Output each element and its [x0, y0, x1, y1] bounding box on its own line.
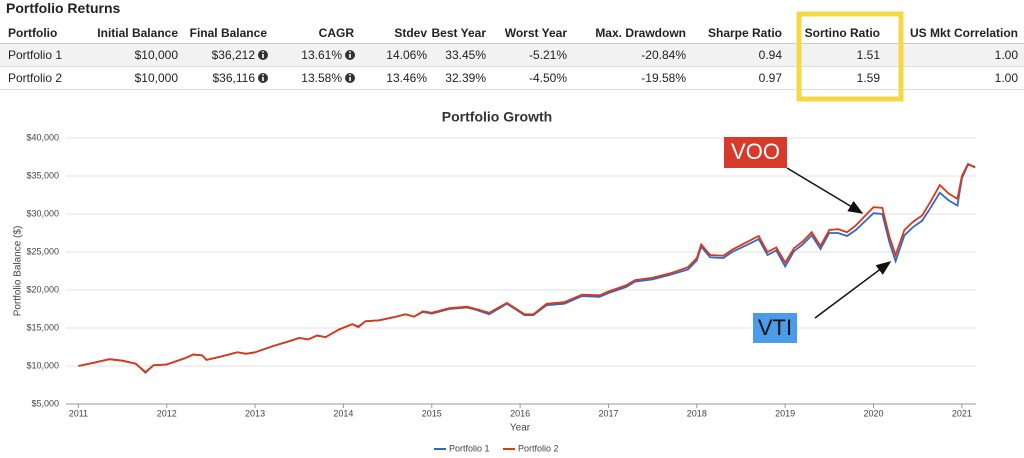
column-header: Stdev: [394, 26, 427, 40]
x-tick-label: 2021: [952, 408, 972, 418]
y-tick-label: $25,000: [26, 246, 59, 256]
table-cell: -20.84%: [641, 48, 686, 62]
column-header: Worst Year: [504, 26, 567, 40]
chart-title: Portfolio Growth: [442, 109, 552, 125]
table-cell: 14.06%: [386, 48, 427, 62]
y-tick-label: $40,000: [26, 132, 59, 142]
info-icon-dot: [349, 51, 351, 53]
column-header: Final Balance: [189, 26, 267, 40]
x-tick-label: 2020: [863, 408, 883, 418]
legend-label: Portfolio 2: [518, 443, 559, 453]
annotation-label: VTI: [758, 315, 792, 340]
y-tick-label: $35,000: [26, 170, 59, 180]
info-icon-dot: [262, 74, 264, 76]
x-tick-label: 2015: [422, 408, 442, 418]
info-icon-bar: [262, 77, 264, 81]
row-rule: [0, 66, 1024, 67]
table-cell: $36,212: [211, 48, 255, 62]
table-cell: 13.46%: [386, 71, 427, 85]
annotation-arrow: [786, 167, 864, 214]
series-line: [78, 163, 976, 375]
annotation-box: [753, 313, 797, 343]
x-tick-label: 2012: [157, 408, 177, 418]
column-header: Portfolio: [8, 26, 58, 40]
highlight-box: [796, 11, 904, 102]
column-header: Sortino Ratio: [804, 26, 880, 40]
row-stripe: [0, 44, 1024, 66]
table-cell: 1.00: [994, 48, 1018, 62]
table-cell: Portfolio 2: [8, 71, 63, 85]
table-cell: 13.58%: [301, 71, 342, 85]
table-cell: $36,116: [212, 71, 256, 85]
table-cell: 1.00: [994, 71, 1018, 85]
annotation-label: VOO: [731, 139, 780, 164]
y-tick-label: $5,000: [31, 398, 59, 408]
table-cell: 13.61%: [301, 48, 342, 62]
series-line: [78, 162, 976, 374]
column-header: Sharpe Ratio: [707, 26, 782, 40]
y-tick-label: $30,000: [26, 208, 59, 218]
x-tick-label: 2013: [245, 408, 265, 418]
legend-label: Portfolio 1: [449, 443, 490, 453]
y-tick-label: $10,000: [26, 360, 59, 370]
x-tick-label: 2014: [333, 408, 353, 418]
x-tick-label: 2018: [687, 408, 707, 418]
table-cell: 1.51: [856, 48, 880, 62]
table-cell: Portfolio 1: [8, 48, 63, 62]
table-title: Portfolio Returns: [6, 0, 121, 16]
table-cell: 33.45%: [445, 48, 486, 62]
header-rule: [0, 43, 1024, 44]
info-icon-bar: [349, 77, 351, 81]
table-cell: 32.39%: [445, 71, 486, 85]
info-icon-dot: [349, 74, 351, 76]
column-header: US Mkt Correlation: [909, 26, 1018, 40]
info-icon-dot: [262, 51, 264, 53]
annotation-arrow: [814, 261, 892, 319]
column-header: Max. Drawdown: [595, 26, 686, 40]
info-icon-bar: [349, 54, 351, 58]
column-header: CAGR: [318, 26, 354, 40]
y-axis-label: Portfolio Balance ($): [13, 226, 24, 317]
x-tick-label: 2016: [510, 408, 530, 418]
column-header: Initial Balance: [97, 26, 178, 40]
y-tick-label: $20,000: [26, 284, 59, 294]
table-cell: $10,000: [134, 71, 178, 85]
x-axis-label: Year: [510, 423, 531, 434]
table-cell: 0.94: [758, 48, 782, 62]
table-cell: -19.58%: [641, 71, 686, 85]
table-cell: $10,000: [134, 48, 178, 62]
column-header: Best Year: [431, 26, 487, 40]
y-tick-label: $15,000: [26, 322, 59, 332]
x-tick-label: 2011: [69, 408, 88, 418]
row-rule: [0, 89, 1024, 90]
x-tick-label: 2017: [598, 408, 618, 418]
table-cell: -5.21%: [528, 48, 567, 62]
annotation-box: [724, 137, 787, 168]
table-cell: 0.97: [758, 71, 782, 85]
x-tick-label: 2019: [775, 408, 795, 418]
table-cell: -4.50%: [528, 71, 567, 85]
info-icon-bar: [262, 54, 264, 58]
table-cell: 1.59: [856, 71, 880, 85]
